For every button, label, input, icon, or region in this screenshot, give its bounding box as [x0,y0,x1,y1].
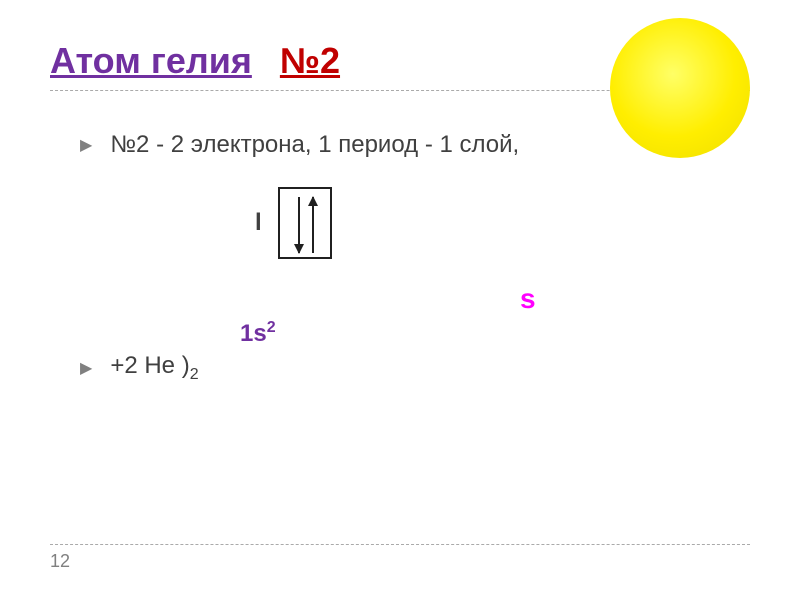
l-label: l [255,209,262,237]
title-element-name: Атом гелия [50,40,252,81]
footer-divider [50,544,750,545]
orbital-row: l [255,187,750,259]
electron-arrow-up-icon [312,197,314,253]
bullet-marker-icon: ▶ [80,358,92,378]
bullet-line-2: ▶ +2 He )2 [80,352,750,384]
title-number: №2 [280,40,340,81]
slide: Атом гелия №2 ▶ №2 - 2 электрона, 1 пери… [0,0,800,600]
bullet-text-1: №2 - 2 электрона, 1 период - 1 слой, [110,131,519,159]
atom-illustration-circle [610,18,750,158]
page-number: 12 [50,551,70,572]
electron-configuration: 1s2 [240,319,750,348]
s-label: s [520,283,750,315]
bullet-text-2: +2 He )2 [110,352,198,384]
bullet-marker-icon: ▶ [80,135,92,155]
orbital-box [278,187,332,259]
electron-arrow-down-icon [298,197,300,253]
